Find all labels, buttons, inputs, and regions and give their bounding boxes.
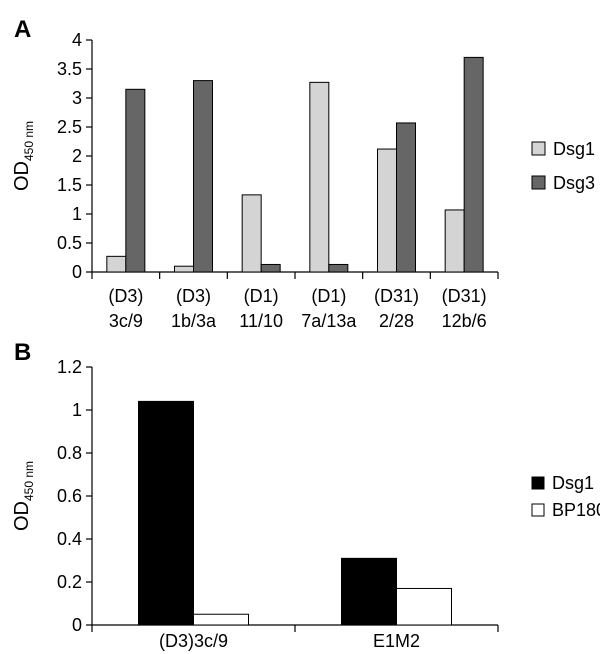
legend-label: Dsg3 xyxy=(553,173,595,193)
bar-dsg1 xyxy=(444,209,465,273)
bar-dsg3 xyxy=(396,122,416,273)
legend-label: Dsg1 xyxy=(553,139,595,159)
y-tick-label: 0 xyxy=(72,615,82,635)
legend-swatch-dsg3 xyxy=(531,175,546,190)
bar-dsg3 xyxy=(260,263,281,273)
y-axis-label: OD450 nm xyxy=(11,461,36,531)
legend-label: BP180 xyxy=(552,500,600,520)
y-axis-label-subscript: 450 nm xyxy=(22,461,36,501)
legend-swatch-dsg1 xyxy=(531,476,545,490)
y-tick-label: 1.2 xyxy=(57,357,82,377)
x-category-label: (D31) xyxy=(442,286,487,306)
y-tick-label: 2 xyxy=(72,146,82,166)
y-tick-label: 0.2 xyxy=(57,572,82,592)
y-tick-label: 0.6 xyxy=(57,486,82,506)
y-axis-label-main: OD xyxy=(11,161,33,191)
bar-dsg1 xyxy=(174,265,194,273)
chart-panel-a: A OD450 nm 0 0.5 1 1.5 2 2.5 3 3.5 4 (D3) 3c/9 (D3) 1b… xyxy=(11,16,595,331)
x-category-label: (D3)3c/9 xyxy=(159,631,228,651)
y-tick-label: 0.4 xyxy=(57,529,82,549)
x-category-label: 3c/9 xyxy=(109,311,143,331)
bar-dsg3 xyxy=(193,80,213,273)
x-category-label: 12b/6 xyxy=(442,311,487,331)
y-tick-label: 2.5 xyxy=(57,117,82,137)
x-category-label: (D3) xyxy=(108,286,143,306)
y-tick-label: 3.5 xyxy=(57,59,82,79)
y-tick-label: 3 xyxy=(72,88,82,108)
bar-dsg1 xyxy=(377,148,397,273)
x-category-label: E1M2 xyxy=(373,631,420,651)
bar-dsg1 xyxy=(106,255,127,273)
x-category-label: 2/28 xyxy=(379,311,414,331)
x-category-label: 11/10 xyxy=(239,311,283,331)
x-category-label: (D31) xyxy=(374,286,419,306)
x-category-label: 7a/13a xyxy=(301,311,357,331)
panel-label: A xyxy=(14,16,31,43)
x-category-label: (D1) xyxy=(244,286,279,306)
bar-bp180 xyxy=(193,613,249,626)
chart-panel-b: B OD450 nm 0 0.2 0.4 0.6 0.8 1 1.2 (D3)3c/9 E1M2 Ds… xyxy=(11,339,600,651)
bar-dsg1 xyxy=(341,557,397,626)
y-axis-label: OD450 nm xyxy=(11,121,36,191)
panel-label: B xyxy=(14,339,31,366)
legend-swatch-bp180 xyxy=(531,503,545,517)
bar-dsg3 xyxy=(125,88,146,273)
y-tick-label: 4 xyxy=(72,30,82,50)
legend-swatch-dsg1 xyxy=(531,141,546,156)
y-tick-label: 1 xyxy=(72,400,82,420)
bar-dsg1 xyxy=(309,81,330,273)
x-category-label: (D1) xyxy=(311,286,346,306)
y-tick-label: 0.8 xyxy=(57,443,82,463)
y-tick-label: 0.5 xyxy=(57,233,82,253)
legend-label: Dsg1 xyxy=(552,473,594,493)
y-axis-label-main: OD xyxy=(11,501,33,531)
bar-dsg3 xyxy=(328,263,349,273)
y-tick-label: 1 xyxy=(72,204,82,224)
bar-dsg3 xyxy=(463,56,484,273)
bar-dsg1 xyxy=(138,400,194,626)
y-tick-label: 1.5 xyxy=(57,175,82,195)
x-category-label: (D3) xyxy=(176,286,211,306)
bar-bp180 xyxy=(396,587,452,626)
x-category-label: 1b/3a xyxy=(171,311,217,331)
y-axis-label-subscript: 450 nm xyxy=(22,121,36,161)
y-tick-label: 0 xyxy=(72,262,82,282)
bar-dsg1 xyxy=(241,194,262,273)
